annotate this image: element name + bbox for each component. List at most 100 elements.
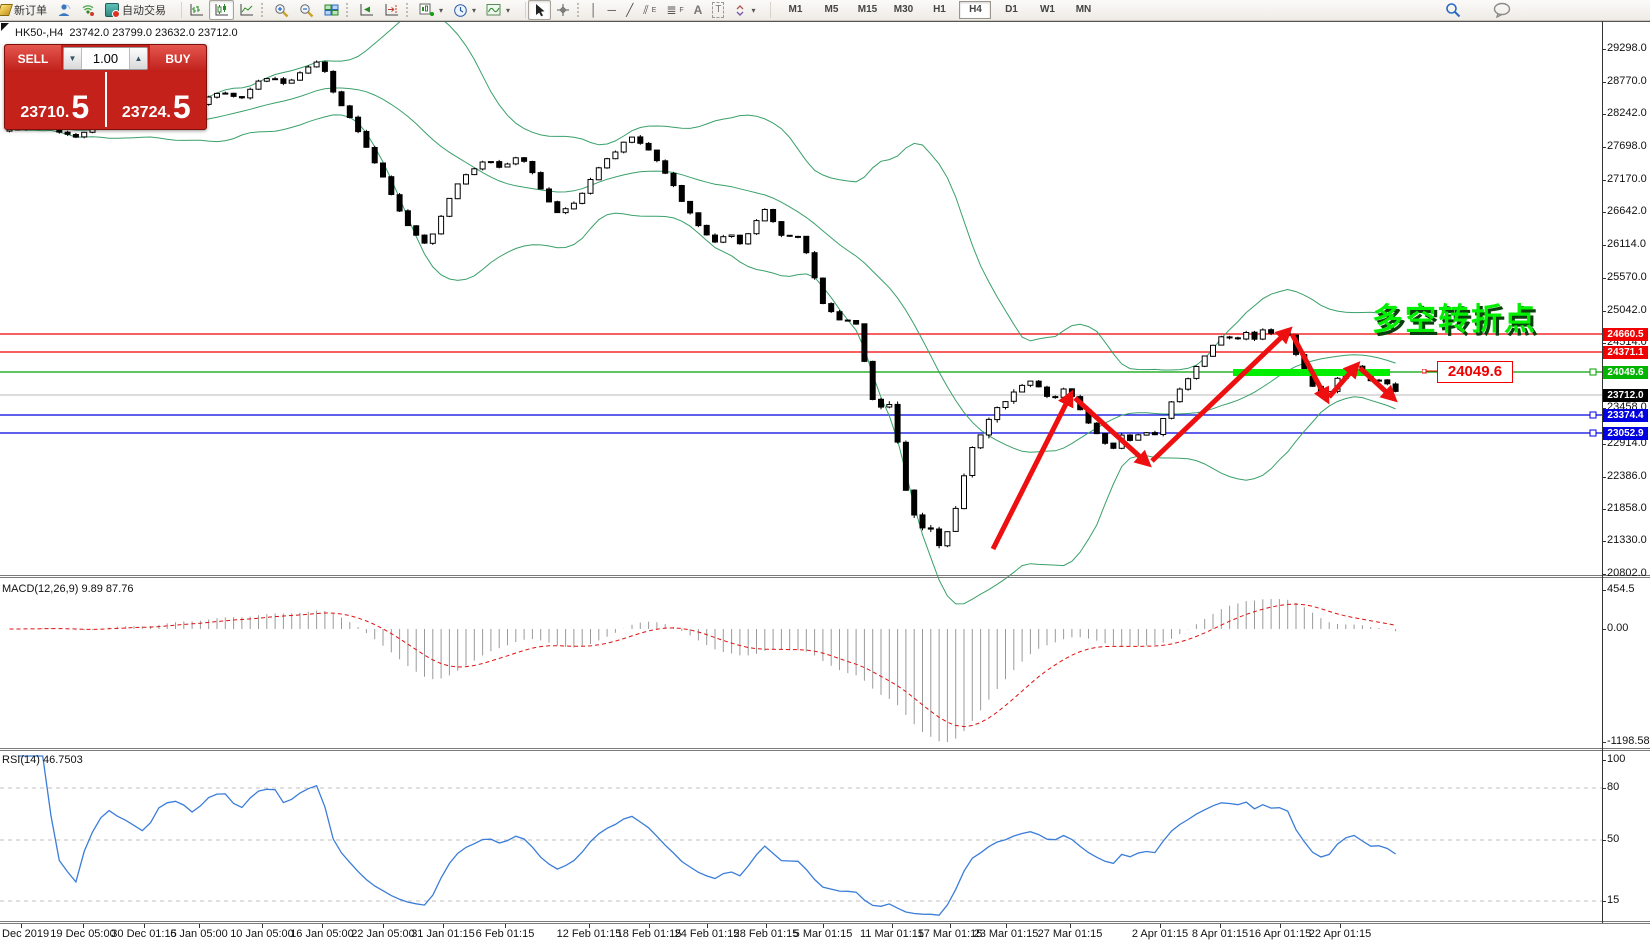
axis-tick-label: 21858.0 [1607,502,1647,514]
axis-tick-label: 50 [1607,833,1620,845]
bar-chart-button[interactable] [184,0,209,20]
trend-arrow[interactable] [1358,366,1398,403]
timeframe-M30[interactable]: M30 [893,4,914,15]
bollinger-upper-band[interactable] [9,21,1396,371]
trend-arrow[interactable] [1327,361,1361,399]
volume-value[interactable]: 1.00 [92,51,119,66]
bollinger-middle-band[interactable] [9,87,1396,453]
timeframe-MN[interactable]: MN [1075,4,1092,15]
volume-decrease-button[interactable]: ▼ [64,48,82,69]
axis-tick-label: 80 [1607,781,1620,793]
chat-icon[interactable] [1493,2,1511,18]
autotrading-button[interactable]: 自动交易 [100,0,171,20]
date-tick-label: 2 Apr 01:15 [1131,928,1189,940]
trend-arrow[interactable] [990,389,1074,551]
price-badge: 23712.0 [1603,389,1648,402]
axis-tick-label: 22386.0 [1607,470,1647,482]
trendline-tool[interactable]: ╱ [621,0,638,20]
periods-button[interactable]: ▾ [448,0,481,20]
line-handle[interactable] [1589,368,1597,376]
axis-tick-label: 26114.0 [1607,238,1646,250]
timeframe-M1[interactable]: M1 [788,4,803,15]
line-handle[interactable] [1589,411,1597,419]
date-tick-label: 6 Jan 05:00 [170,928,228,940]
volume-stepper: ▼ 1.00 ▲ [63,47,148,70]
zoom-in-button[interactable] [269,0,294,20]
equidistant-channel-tool[interactable]: ⫽ E [638,0,661,20]
price-badge: 24371.1 [1603,346,1648,359]
new-order-button[interactable]: 新订单 [0,0,52,20]
buy-button[interactable]: BUY [150,45,206,72]
date-tickmark [505,924,506,928]
zoom-out-button[interactable] [294,0,319,20]
chinese-annotation-text[interactable]: 多空转折点 [1372,302,1537,337]
macd-indicator-label[interactable]: MACD(12,26,9) 9.89 87.76 [2,583,134,595]
candlestick-chart-button[interactable] [209,0,234,20]
axis-tick-label: 15 [1607,894,1620,906]
rsi-indicator-label[interactable]: RSI(14) 46.7503 [2,754,83,766]
date-tickmark [766,924,767,928]
timeframe-H4[interactable]: H4 [959,1,992,19]
axis-tick-label: 28770.0 [1607,75,1647,87]
date-tickmark [443,924,444,928]
axis-tick-label: 454.5 [1607,583,1635,595]
date-tick-label: 3 Dec 2019 [0,928,50,940]
auto-scroll-button[interactable] [354,0,379,20]
sell-button[interactable]: SELL [5,45,61,72]
market-watch-button[interactable] [52,0,76,20]
templates-button[interactable]: ▾ [481,0,515,20]
sell-price-display[interactable]: 23710. 5 [5,72,107,127]
new-order-icon [0,4,13,16]
tile-windows-button[interactable] [319,0,344,20]
axis-tickmark [1602,590,1606,591]
text-label-tool[interactable]: T [707,0,729,20]
timeframe-H1[interactable]: H1 [933,4,946,15]
axis-tick-label: 27170.0 [1607,173,1647,185]
macd-histogram[interactable] [10,599,1397,742]
volume-increase-button[interactable]: ▲ [129,48,147,69]
chart-shift-button[interactable] [379,0,404,20]
collapse-panel-arrow-icon[interactable] [1,23,9,31]
line-chart-button[interactable] [234,0,259,20]
date-tick-label: 6 Feb 01:15 [475,928,535,940]
vertical-line-tool[interactable]: │ [585,0,603,20]
buy-price-display[interactable]: 23724. 5 [107,72,207,127]
rsi-line[interactable] [17,755,1396,916]
pivot-price-label[interactable]: 24049.6 [1437,361,1513,383]
timeframe-M15[interactable]: M15 [857,4,878,15]
toolbar-separator [518,2,527,18]
fibonacci-icon: ≣ [666,3,677,17]
text-tool[interactable]: A [689,0,708,20]
chart-window[interactable]: HK50-,H4 23742.0 23799.0 23632.0 23712.0… [0,21,1650,944]
new-chart-button[interactable]: ▾ [414,0,448,20]
label-tool-icon: T [712,2,725,18]
toolbar-grip [261,3,267,17]
macd-signal-line[interactable] [9,603,1396,728]
buy-price-main: 23724. [121,104,171,121]
trend-arrow[interactable] [1150,326,1293,463]
timeframe-D1[interactable]: D1 [1005,4,1018,15]
chart-canvas[interactable] [0,21,1650,924]
date-tick-label: 12 Feb 01:15 [556,928,622,940]
arrows-tool[interactable]: ▾ [729,0,760,20]
line-handle[interactable] [1589,429,1597,437]
fibonacci-tool[interactable]: ≣ F [661,0,688,20]
price-badge: 24660.5 [1603,328,1648,341]
candlestick-icon [215,4,228,16]
cursor-tool-button[interactable] [528,0,552,20]
timeframe-M5[interactable]: M5 [824,4,839,15]
toolbar-right-icons [1445,0,1511,20]
bollinger-lower-band[interactable] [9,114,1396,605]
buy-price-big-digit: 5 [172,89,191,126]
horizontal-line-tool[interactable]: ─ [603,0,622,20]
toolbar-grip [346,3,352,17]
vertical-line-icon: │ [590,3,598,17]
signals-button[interactable] [76,0,100,20]
search-icon[interactable] [1445,2,1461,18]
crosshair-tool-button[interactable] [551,0,575,20]
trend-arrow[interactable] [1289,332,1330,405]
trend-arrow[interactable] [1073,396,1152,468]
axis-tickmark [1602,840,1606,841]
timeframe-W1[interactable]: W1 [1039,4,1055,15]
